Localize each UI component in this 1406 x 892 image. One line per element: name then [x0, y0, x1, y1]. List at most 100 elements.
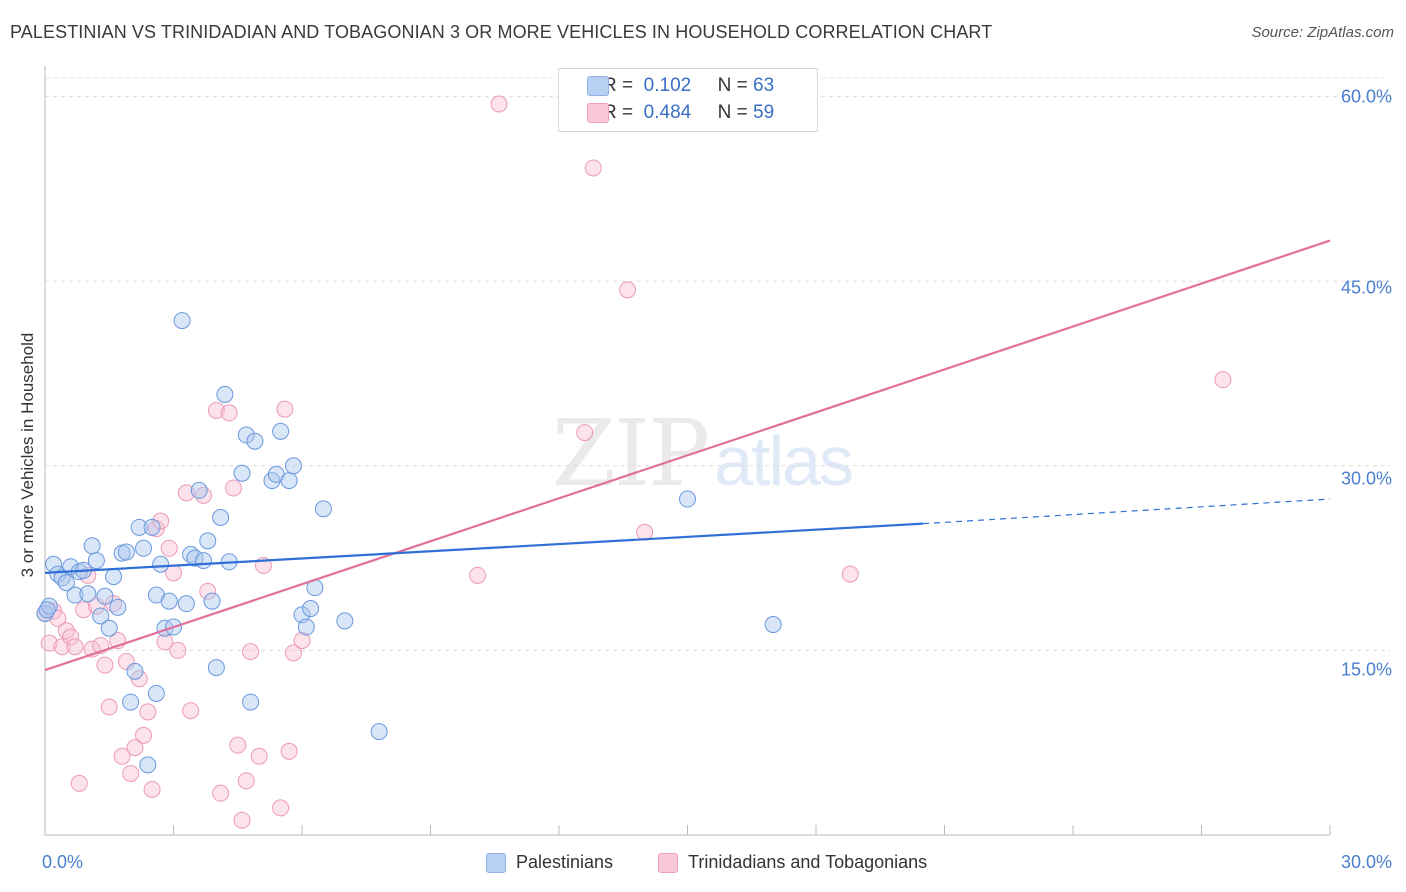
watermark: ZIPatlas — [552, 400, 854, 507]
data-point-trinidadian — [126, 739, 144, 757]
legend-r-value: 0.484 — [643, 102, 692, 123]
data-point-palestinian — [96, 587, 114, 605]
data-point-trinidadian — [229, 736, 247, 754]
data-point-palestinian — [246, 432, 264, 450]
data-point-trinidadian — [139, 703, 157, 721]
data-point-palestinian — [212, 508, 230, 526]
data-point-trinidadian — [224, 479, 242, 497]
legend-r-label: R = — [603, 75, 634, 96]
data-point-palestinian — [177, 595, 195, 613]
data-point-trinidadian — [135, 726, 153, 744]
data-point-trinidadian — [152, 512, 170, 530]
legend-row-palestinians: R = 0.102 N = 63 — [587, 73, 775, 99]
data-point-palestinian — [143, 518, 161, 536]
y-tick-label: 30.0% — [1340, 468, 1392, 489]
data-point-trinidadian — [75, 601, 93, 619]
data-point-palestinian — [263, 472, 281, 490]
legend-item-trinidadians[interactable]: Trinidadians and Tobagonians — [658, 852, 927, 873]
data-point-palestinian — [135, 539, 153, 557]
legend-swatch-blue — [587, 76, 609, 96]
trend-line-palestinian-extension — [923, 498, 1331, 525]
data-point-trinidadian — [177, 484, 195, 502]
data-point-palestinian — [233, 464, 251, 482]
data-point-palestinian — [242, 693, 260, 711]
data-point-palestinian — [272, 422, 290, 440]
data-point-palestinian — [66, 586, 84, 604]
data-point-palestinian — [147, 684, 165, 702]
data-point-palestinian — [79, 585, 97, 603]
trend-line-trinidadian — [44, 239, 1331, 672]
data-point-palestinian — [126, 662, 144, 680]
data-point-palestinian — [284, 457, 302, 475]
legend-n-value: 59 — [753, 102, 775, 123]
data-point-palestinian — [207, 659, 225, 677]
data-point-palestinian — [280, 472, 298, 490]
data-point-trinidadian — [284, 644, 302, 662]
data-point-trinidadian — [469, 566, 487, 584]
watermark-zip: ZIP — [552, 400, 710, 507]
data-point-trinidadian — [122, 764, 140, 782]
y-tick-label: 15.0% — [1340, 659, 1392, 680]
x-tick-label-min: 0.0% — [42, 852, 84, 872]
data-point-trinidadian — [490, 95, 508, 113]
legend-label: Palestinians — [516, 852, 614, 872]
data-point-trinidadian — [250, 747, 268, 765]
data-point-trinidadian — [237, 772, 255, 790]
data-point-trinidadian — [70, 774, 88, 792]
data-point-palestinian — [370, 723, 388, 741]
data-point-trinidadian — [87, 597, 105, 615]
legend-r-label: R = — [603, 102, 634, 123]
data-point-palestinian — [237, 426, 255, 444]
data-point-trinidadian — [276, 400, 294, 418]
legend-row-trinidadians: R = 0.484 N = 59 — [587, 100, 775, 126]
data-point-trinidadian — [100, 698, 118, 716]
source-label: Source: ZipAtlas.com — [1251, 24, 1394, 41]
data-point-trinidadian — [53, 638, 71, 656]
data-point-palestinian — [92, 607, 110, 625]
legend-n-label: N = — [717, 102, 748, 123]
data-point-palestinian — [679, 490, 696, 508]
data-point-trinidadian — [1214, 371, 1232, 389]
legend-n-label: N = — [717, 75, 748, 96]
series-legend: Palestinians Trinidadians and Tobagonian… — [0, 852, 1406, 878]
y-tick-label: 45.0% — [1340, 277, 1392, 298]
data-point-trinidadian — [143, 780, 161, 798]
data-point-trinidadian — [272, 799, 290, 817]
legend-item-palestinians[interactable]: Palestinians — [486, 852, 613, 873]
data-point-palestinian — [109, 598, 127, 616]
data-point-palestinian — [152, 555, 170, 573]
data-point-palestinian — [190, 481, 208, 499]
watermark-atlas: atlas — [714, 422, 854, 500]
legend-n-value: 63 — [753, 75, 775, 96]
data-point-trinidadian — [233, 811, 251, 829]
gridlines — [45, 77, 1390, 651]
data-point-trinidadian — [220, 404, 238, 422]
axes — [44, 66, 1331, 836]
data-point-trinidadian — [160, 539, 178, 557]
legend-label: Trinidadians and Tobagonians — [688, 852, 928, 872]
data-point-palestinian — [105, 568, 123, 586]
trend-line-palestinian — [44, 522, 924, 574]
data-point-palestinian — [216, 385, 234, 403]
data-point-trinidadian — [66, 638, 84, 656]
data-point-palestinian — [139, 756, 157, 774]
data-point-trinidadian — [169, 641, 187, 659]
data-point-palestinian — [336, 612, 354, 630]
correlation-legend: R = 0.102 N = 63 R = 0.484 N = 59 — [558, 68, 818, 132]
series-palestinian-points — [36, 312, 782, 774]
data-point-palestinian — [100, 619, 118, 637]
data-point-trinidadian — [212, 784, 230, 802]
chart-title: PALESTINIAN VS TRINIDADIAN AND TOBAGONIA… — [10, 22, 993, 42]
legend-swatch-pink — [587, 103, 609, 123]
y-axis-label: 3 or more Vehicles in Household — [18, 332, 37, 578]
data-point-trinidadian — [117, 652, 135, 670]
data-point-trinidadian — [40, 634, 58, 652]
data-point-trinidadian — [207, 401, 225, 419]
data-point-trinidadian — [619, 281, 637, 299]
data-point-trinidadian — [841, 565, 859, 583]
data-point-palestinian — [764, 616, 782, 634]
y-tick-label: 60.0% — [1340, 86, 1392, 107]
data-point-palestinian — [302, 600, 320, 618]
data-point-palestinian — [57, 574, 75, 592]
